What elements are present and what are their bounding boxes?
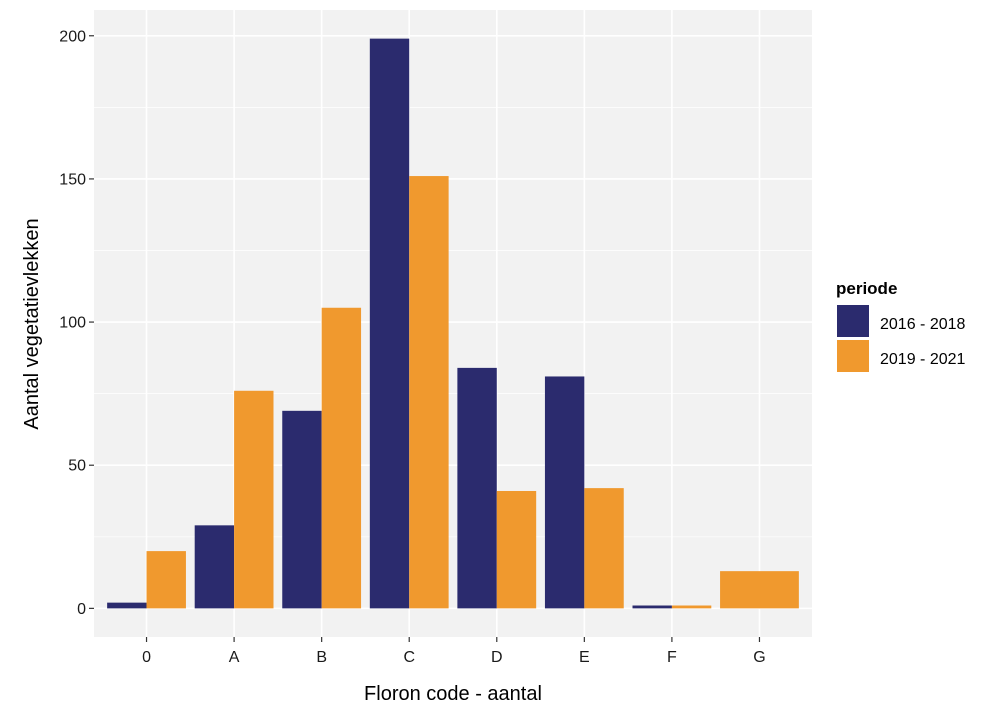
legend-item-series-1: 2016 - 2018 [837, 305, 966, 337]
bar-C-series-1 [369, 38, 410, 609]
bar-A-series-1 [194, 525, 235, 609]
y-axis-title: Aantal vegetatievlekken [21, 218, 43, 429]
y-tick-label: 100 [59, 315, 86, 332]
bar-B-series-2 [321, 307, 362, 609]
bar-G-series-2 [720, 571, 799, 609]
legend-label-series-2: 2019 - 2021 [880, 351, 966, 368]
y-tick-label: 150 [59, 171, 86, 188]
x-axis: 0 A B C D E F G [142, 637, 766, 666]
bars [107, 38, 799, 609]
legend-key-series-1 [837, 305, 869, 337]
bar-C-series-2 [409, 176, 449, 609]
x-tick-label: 0 [142, 649, 151, 666]
bar-D-series-2 [496, 490, 537, 609]
bar-B-series-1 [282, 410, 322, 609]
legend-title: periode [836, 279, 897, 298]
x-tick-label: D [491, 649, 503, 666]
legend-item-series-2: 2019 - 2021 [837, 340, 966, 372]
y-axis: 0 50 100 150 200 [59, 28, 94, 618]
legend-key-series-2 [837, 340, 869, 372]
bar-A-series-2 [234, 390, 274, 609]
bar-0-series-2 [146, 551, 186, 609]
y-tick-label: 0 [77, 601, 86, 618]
bar-D-series-1 [457, 367, 497, 609]
bar-E-series-2 [584, 488, 624, 609]
bar-F-series-2 [671, 605, 712, 609]
x-tick-label: F [667, 649, 677, 666]
bar-0-series-1 [107, 602, 147, 609]
bar-F-series-1 [632, 605, 672, 609]
bar-E-series-1 [544, 376, 585, 609]
x-tick-label: C [403, 649, 415, 666]
y-tick-label: 200 [59, 28, 86, 45]
legend: periode 2016 - 2018 2019 - 2021 [836, 279, 966, 372]
x-tick-label: B [316, 649, 327, 666]
x-tick-label: E [579, 649, 590, 666]
y-tick-label: 50 [68, 458, 86, 475]
legend-label-series-1: 2016 - 2018 [880, 316, 966, 333]
x-axis-title: Floron code - aantal [364, 683, 542, 705]
x-tick-label: G [753, 649, 765, 666]
x-tick-label: A [229, 649, 240, 666]
